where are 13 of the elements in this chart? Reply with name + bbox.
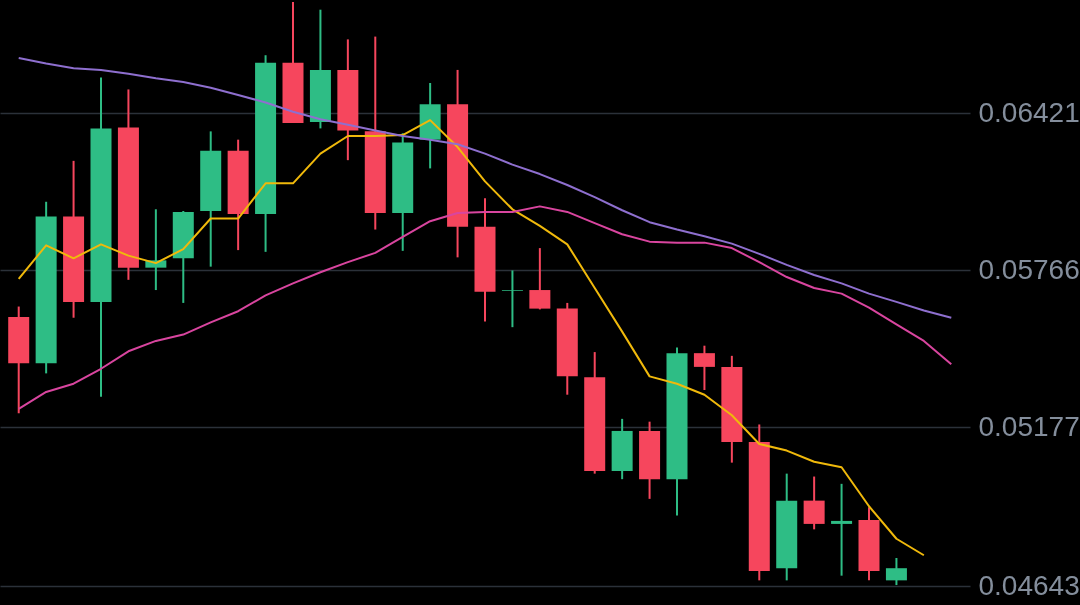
candlestick xyxy=(501,269,523,329)
candlestick xyxy=(831,482,853,577)
candlestick xyxy=(885,557,907,587)
y-tick-label: 0.04643 xyxy=(978,569,1080,601)
candlestick xyxy=(693,344,715,392)
y-tick-label: 0.05766 xyxy=(978,253,1080,285)
y-tick-label: 0.06421 xyxy=(978,96,1080,128)
candlestick xyxy=(529,247,551,311)
line-series xyxy=(17,57,953,319)
line-series xyxy=(17,205,953,410)
y-tick-label: 0.05177 xyxy=(978,410,1080,442)
line-series xyxy=(17,119,925,557)
candlestick xyxy=(803,475,825,531)
